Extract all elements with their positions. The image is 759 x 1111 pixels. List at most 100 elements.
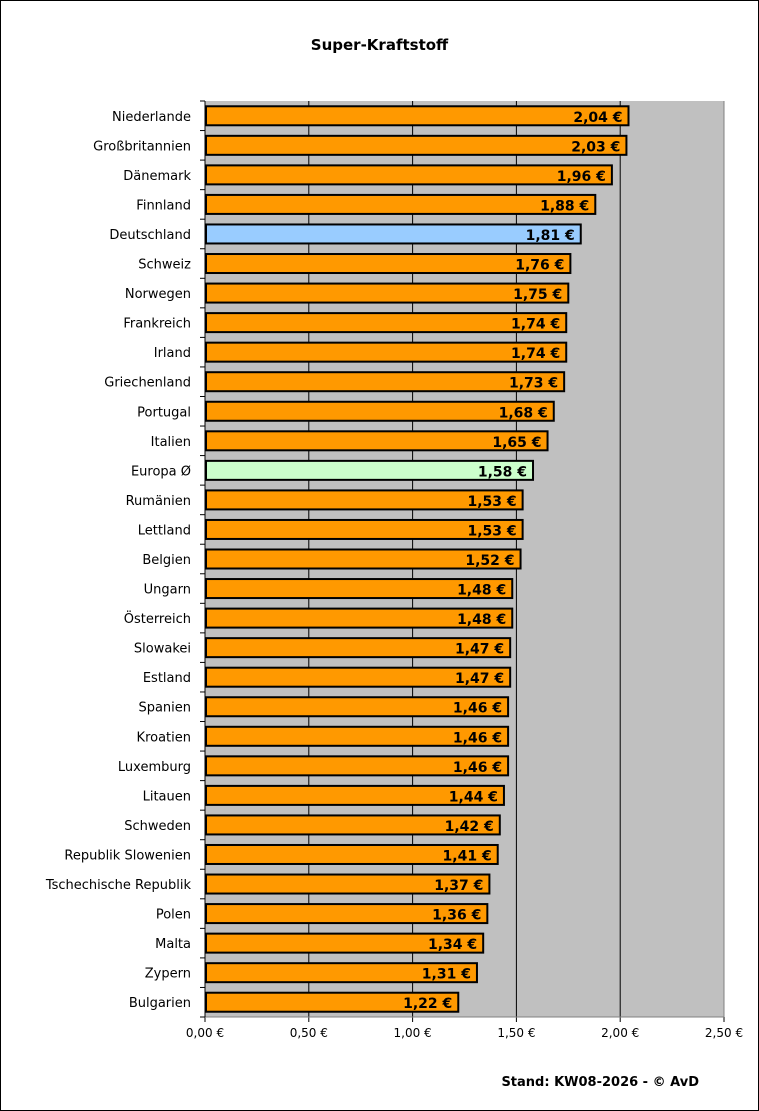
data-label: 1,42 € bbox=[445, 819, 494, 835]
category-label: Schweiz bbox=[138, 258, 191, 273]
category-label: Norwegen bbox=[125, 287, 191, 302]
chart-footer: Stand: KW08-2026 - © AvD bbox=[501, 1075, 699, 1090]
x-tick-label: 0,00 € bbox=[186, 1026, 224, 1040]
x-tick-label: 1,00 € bbox=[394, 1026, 432, 1040]
category-label: Italien bbox=[151, 435, 191, 450]
category-label: Europa Ø bbox=[131, 464, 191, 479]
category-label: Bulgarien bbox=[129, 996, 191, 1011]
category-label: Litauen bbox=[143, 789, 191, 804]
data-label: 1,74 € bbox=[511, 317, 560, 333]
category-label: Irland bbox=[154, 346, 191, 361]
bar-Europa Ø bbox=[205, 459, 535, 481]
bar-Schweden bbox=[205, 814, 501, 836]
data-label: 1,41 € bbox=[443, 848, 492, 864]
category-label: Rumänien bbox=[126, 494, 191, 509]
bar-Großbritannien bbox=[205, 134, 628, 156]
bar-Niederlande bbox=[205, 105, 630, 127]
chart-title: Super-Kraftstoff bbox=[310, 36, 449, 54]
data-label: 1,81 € bbox=[526, 228, 575, 244]
x-tick-label: 2,50 € bbox=[705, 1026, 743, 1040]
data-label: 1,34 € bbox=[428, 937, 477, 953]
bar-Schweiz bbox=[205, 253, 572, 275]
data-label: 1,53 € bbox=[467, 494, 516, 510]
x-tick-label: 1,50 € bbox=[497, 1026, 535, 1040]
bar-Frankreich bbox=[205, 312, 568, 334]
bar-Bulgarien bbox=[205, 991, 460, 1013]
bar-Slowakei bbox=[205, 637, 512, 659]
bar-Tschechische Republik bbox=[205, 873, 491, 895]
category-label: Republik Slowenien bbox=[64, 848, 191, 863]
bar-Österreich bbox=[205, 607, 514, 629]
data-label: 1,48 € bbox=[457, 612, 506, 628]
bar-Kroatien bbox=[205, 725, 510, 747]
data-label: 1,58 € bbox=[478, 464, 527, 480]
bar-Deutschland bbox=[205, 223, 582, 245]
category-label: Belgien bbox=[142, 553, 191, 568]
bar-Italien bbox=[205, 430, 549, 452]
category-label: Kroatien bbox=[137, 730, 191, 745]
category-label: Großbritannien bbox=[93, 139, 191, 154]
x-tick-label: 0,50 € bbox=[290, 1026, 328, 1040]
data-label: 1,48 € bbox=[457, 583, 506, 599]
data-label: 1,53 € bbox=[467, 523, 516, 539]
bar-Republik Slowenien bbox=[205, 843, 499, 865]
bar-Norwegen bbox=[205, 282, 570, 304]
data-label: 1,96 € bbox=[557, 169, 606, 185]
category-label: Lettland bbox=[138, 523, 191, 538]
bar-Griechenland bbox=[205, 371, 566, 393]
data-label: 1,46 € bbox=[453, 730, 502, 746]
data-label: 1,75 € bbox=[513, 287, 562, 303]
category-label: Portugal bbox=[137, 405, 191, 420]
data-label: 2,04 € bbox=[573, 110, 622, 126]
bar-Rumänien bbox=[205, 489, 524, 511]
data-label: 1,22 € bbox=[403, 996, 452, 1012]
data-label: 1,36 € bbox=[432, 908, 481, 924]
data-label: 1,88 € bbox=[540, 198, 589, 214]
category-label: Schweden bbox=[124, 819, 191, 834]
data-label: 1,68 € bbox=[499, 405, 548, 421]
data-label: 1,44 € bbox=[449, 789, 498, 805]
bar-Irland bbox=[205, 341, 568, 363]
bar-Belgien bbox=[205, 548, 522, 570]
data-label: 1,47 € bbox=[455, 671, 504, 687]
bar-Spanien bbox=[205, 696, 510, 718]
bar-Finnland bbox=[205, 193, 597, 215]
category-label: Estland bbox=[143, 671, 191, 686]
bar-Lettland bbox=[205, 518, 524, 540]
category-label: Frankreich bbox=[123, 317, 191, 332]
data-label: 1,73 € bbox=[509, 376, 558, 392]
category-label: Malta bbox=[155, 937, 191, 952]
data-label: 1,65 € bbox=[492, 435, 541, 451]
category-label: Finnland bbox=[136, 198, 191, 213]
category-label: Slowakei bbox=[134, 642, 191, 657]
category-label: Österreich bbox=[124, 610, 191, 627]
data-label: 2,03 € bbox=[571, 139, 620, 155]
bar-Luxemburg bbox=[205, 755, 510, 777]
data-label: 1,52 € bbox=[465, 553, 514, 569]
category-label: Ungarn bbox=[144, 583, 191, 598]
category-label: Tschechische Republik bbox=[45, 878, 192, 893]
bar-Estland bbox=[205, 666, 512, 688]
data-label: 1,46 € bbox=[453, 760, 502, 776]
data-label: 1,46 € bbox=[453, 701, 502, 717]
category-label: Spanien bbox=[138, 701, 191, 716]
bar-Dänemark bbox=[205, 164, 613, 186]
bar-Polen bbox=[205, 903, 489, 925]
category-label: Zypern bbox=[145, 967, 191, 982]
bar-Zypern bbox=[205, 962, 478, 984]
x-tick-label: 2,00 € bbox=[601, 1026, 639, 1040]
bar-Litauen bbox=[205, 784, 505, 806]
bar-Malta bbox=[205, 932, 485, 954]
category-label: Niederlande bbox=[112, 110, 191, 125]
bar-Ungarn bbox=[205, 578, 514, 600]
category-label: Dänemark bbox=[123, 169, 191, 184]
category-label: Polen bbox=[156, 908, 191, 923]
data-label: 1,47 € bbox=[455, 642, 504, 658]
category-label: Deutschland bbox=[109, 228, 191, 243]
data-label: 1,31 € bbox=[422, 967, 471, 983]
bar-Portugal bbox=[205, 400, 555, 422]
data-label: 1,74 € bbox=[511, 346, 560, 362]
category-label: Luxemburg bbox=[118, 760, 191, 775]
data-label: 1,76 € bbox=[515, 258, 564, 274]
